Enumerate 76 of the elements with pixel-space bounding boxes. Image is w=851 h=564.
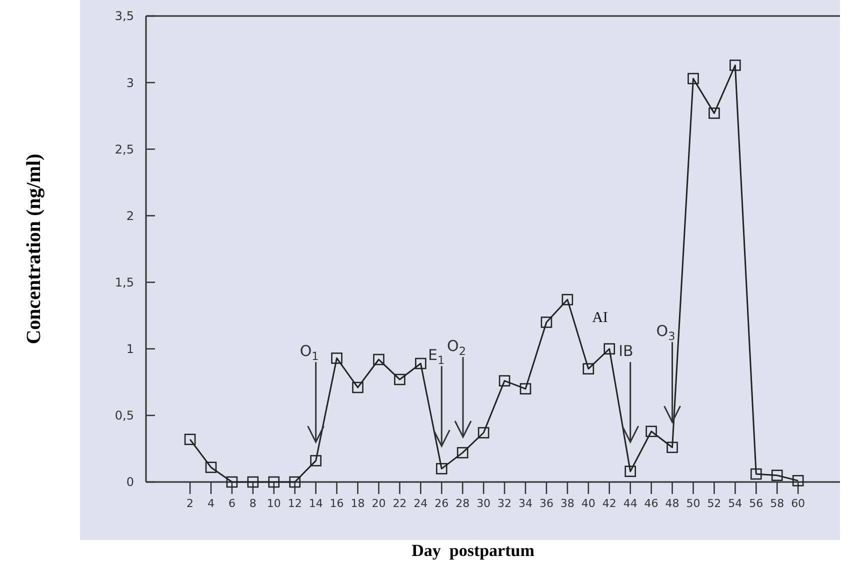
point <box>792 475 804 486</box>
x-tick-label: 56 <box>749 497 764 510</box>
point <box>562 294 574 306</box>
x-tick-label: 58 <box>770 497 784 510</box>
x-axis-title: Day postpartum <box>412 541 534 560</box>
x-tick-label: 16 <box>330 497 344 510</box>
annotation: O$_{1}$ <box>300 342 319 363</box>
point <box>205 462 217 474</box>
y-tick-label: 1 <box>126 342 134 356</box>
annotation: O$_{2}$ <box>447 337 466 358</box>
annotation: AI <box>592 310 608 326</box>
point <box>730 60 741 71</box>
x-tick-label: 34 <box>518 497 532 510</box>
x-tick-label: 18 <box>350 497 365 510</box>
point <box>771 470 783 481</box>
point <box>352 382 364 394</box>
x-tick-label: 28 <box>456 497 470 510</box>
point <box>247 476 259 488</box>
annotation: IB <box>618 342 634 360</box>
point <box>604 343 616 355</box>
point <box>331 352 342 364</box>
x-tick-label: 24 <box>414 497 428 510</box>
x-tick-label: 52 <box>707 497 722 510</box>
annotation: E$_{1}$ <box>428 346 445 367</box>
point <box>498 375 510 386</box>
x-tick-label: 60 <box>791 497 806 510</box>
x-tick-label: 2 <box>186 497 194 510</box>
y-tick-label: 2 <box>126 208 134 223</box>
x-tick-label: 10 <box>266 497 281 510</box>
x-tick-label: 40 <box>581 497 596 510</box>
point <box>666 442 678 454</box>
point <box>184 434 196 446</box>
point <box>268 476 280 488</box>
x-tick-label: 14 <box>308 497 323 510</box>
x-tick-label: 6 <box>228 497 236 510</box>
y-axis-title: Concentration (ng/ml) <box>23 154 45 344</box>
x-tick-label: 36 <box>539 497 554 510</box>
point <box>436 463 448 474</box>
point <box>750 468 762 480</box>
x-tick-label: 42 <box>602 497 616 510</box>
point <box>478 427 490 438</box>
x-tick-label: 8 <box>249 497 256 510</box>
y-tick-label: 0,5 <box>114 408 134 423</box>
x-tick-label: 26 <box>434 497 449 510</box>
x-tick-label: 20 <box>372 497 386 510</box>
x-tick-label: 48 <box>665 497 680 510</box>
x-tick-label: 4 <box>207 497 214 510</box>
point <box>394 374 406 386</box>
y-tick-label: 2,5 <box>114 142 134 156</box>
point <box>456 447 468 458</box>
point <box>373 354 384 366</box>
point <box>582 363 594 374</box>
x-tick-label: 54 <box>728 497 742 510</box>
point <box>520 383 532 394</box>
y-tick-label: 0 <box>126 475 134 490</box>
x-tick-label: 30 <box>476 497 491 510</box>
point <box>289 476 301 488</box>
x-tick-label: 32 <box>498 497 512 510</box>
x-tick-label: 46 <box>644 497 658 510</box>
point <box>310 455 322 466</box>
point <box>226 476 238 488</box>
point <box>646 426 657 438</box>
y-tick-label: 1,5 <box>114 275 134 290</box>
point <box>688 72 699 84</box>
x-tick-label: 12 <box>288 497 302 510</box>
point <box>540 316 552 328</box>
point <box>708 108 720 119</box>
y-tick-label: 3,5 <box>114 9 134 24</box>
x-tick-label: 50 <box>686 497 700 510</box>
x-tick-label: 38 <box>560 497 574 510</box>
point <box>415 358 426 370</box>
y-tick-label: 3 <box>126 76 134 90</box>
x-tick-label: 22 <box>392 497 407 510</box>
x-tick-label: 44 <box>623 497 638 510</box>
point <box>624 466 636 477</box>
annotation: O$_{3}$ <box>656 322 676 343</box>
